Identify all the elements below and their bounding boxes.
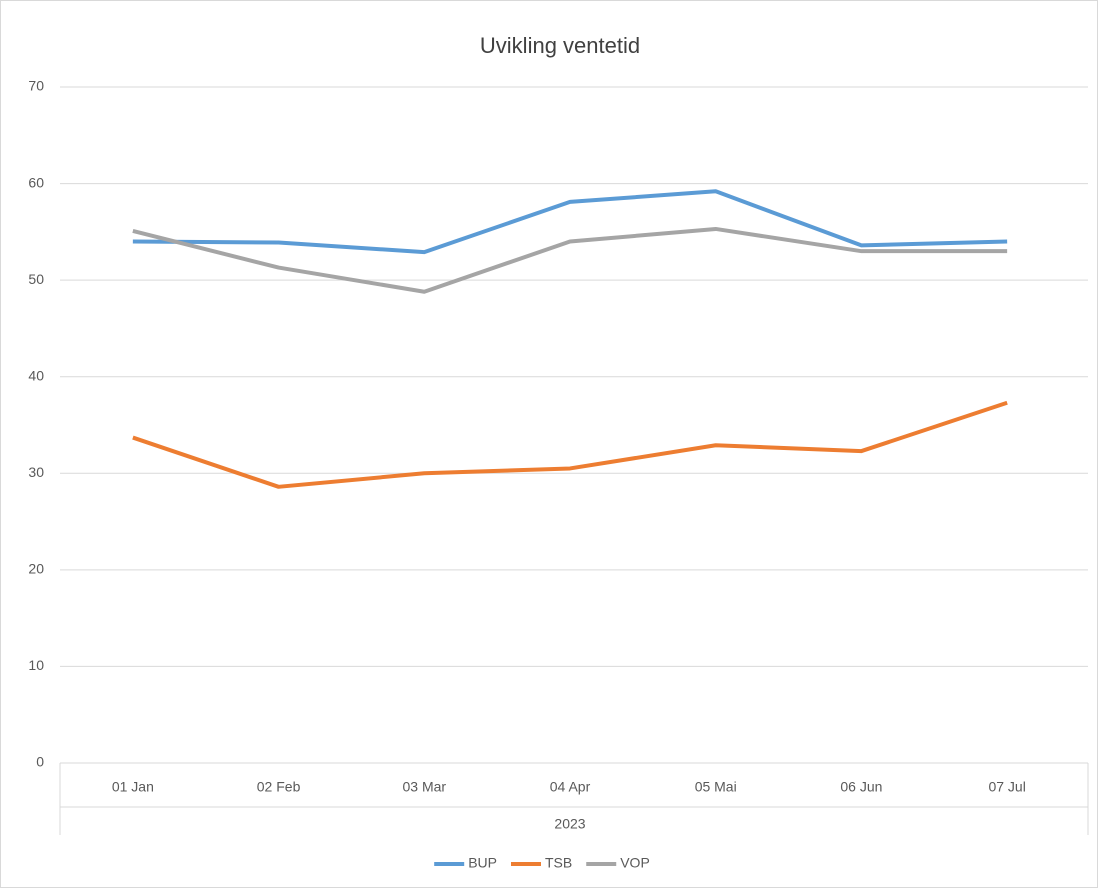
y-tick-label: 0 xyxy=(36,754,44,770)
x-group-label: 2023 xyxy=(554,816,585,832)
x-tick-label: 07 Jul xyxy=(988,779,1025,795)
series-line xyxy=(132,400,1008,489)
x-tick-label: 01 Jan xyxy=(112,779,154,795)
y-tick-label: 10 xyxy=(28,657,44,673)
x-tick-label: 02 Feb xyxy=(257,779,301,795)
series-line xyxy=(132,226,1008,294)
y-tick-label: 40 xyxy=(28,367,44,383)
x-tick-label: 06 Jun xyxy=(840,779,882,795)
legend-label: VOP xyxy=(620,855,650,871)
x-tick-label: 05 Mai xyxy=(695,779,737,795)
y-tick-label: 30 xyxy=(28,464,44,480)
legend-label: BUP xyxy=(468,855,497,871)
series-line xyxy=(132,189,1008,255)
x-tick-label: 04 Apr xyxy=(550,779,591,795)
y-tick-label: 50 xyxy=(28,271,44,287)
chart-title: Uvikling ventetid xyxy=(480,33,640,58)
legend-label: TSB xyxy=(545,855,572,871)
x-tick-label: 03 Mar xyxy=(402,779,446,795)
y-tick-label: 60 xyxy=(28,174,44,190)
y-tick-label: 70 xyxy=(28,78,44,94)
y-tick-label: 20 xyxy=(28,561,44,577)
